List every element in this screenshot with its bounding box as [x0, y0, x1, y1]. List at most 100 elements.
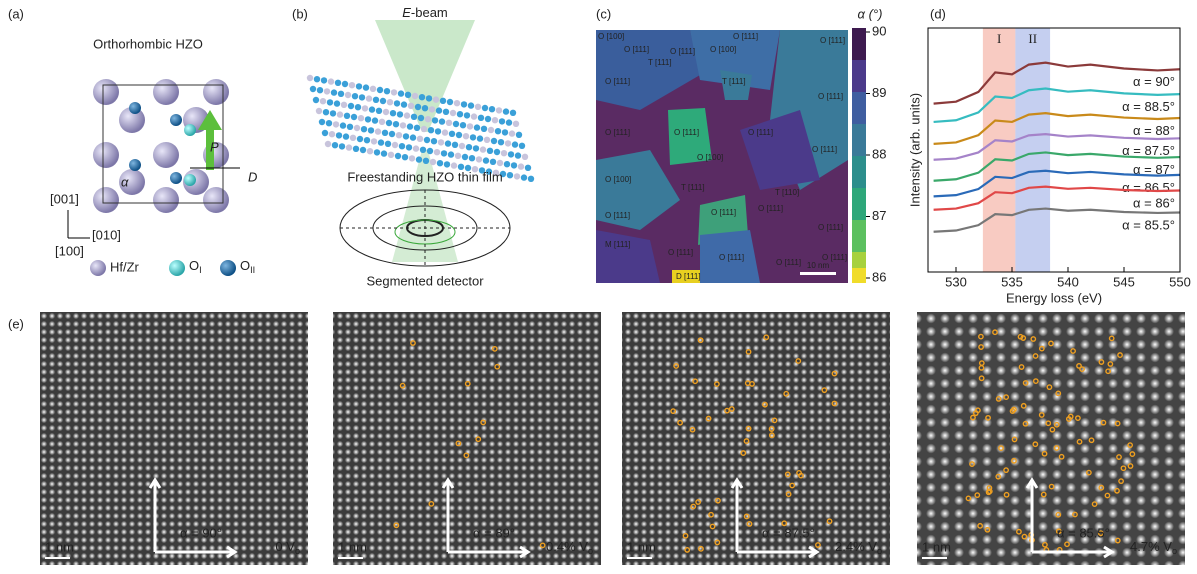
- domain-label: O [111]: [748, 128, 773, 137]
- film-atom: [423, 158, 429, 164]
- film-atom: [434, 149, 440, 155]
- legend-label: Hf/Zr: [110, 259, 140, 274]
- legend-label-sub: II: [250, 265, 255, 275]
- film-atom: [453, 121, 459, 127]
- film-atom: [450, 110, 456, 116]
- vacancy-label: 2.4% Vo: [835, 539, 882, 556]
- x-axis-label: Energy loss (eV): [1006, 290, 1102, 305]
- film-atom: [338, 91, 344, 97]
- film-atom: [440, 98, 446, 104]
- film-atom: [382, 130, 388, 136]
- film-atom: [395, 153, 401, 159]
- vacancy-label-sub: o: [588, 546, 593, 556]
- film-atom: [314, 76, 320, 82]
- film-atom: [359, 94, 365, 100]
- film-atom: [528, 176, 534, 182]
- film-atom: [329, 131, 335, 137]
- film-atom: [455, 153, 461, 159]
- domain-label: T [111]: [648, 58, 672, 67]
- film-atom: [373, 97, 379, 103]
- film-atom: [456, 132, 462, 138]
- film-atom: [463, 133, 469, 139]
- domain-label: M [111]: [605, 240, 631, 249]
- film-atom: [499, 118, 505, 124]
- film-atom: [487, 148, 493, 154]
- film-atom: [333, 121, 339, 127]
- scale-bar-label: 1 nm: [45, 539, 74, 554]
- film-atom: [341, 102, 347, 108]
- film-atom: [467, 123, 473, 129]
- film-atom: [345, 92, 351, 98]
- legend-swatch: [220, 260, 236, 276]
- film-atom: [518, 163, 524, 169]
- film-atom: [355, 104, 361, 110]
- o-ii-atom: [170, 114, 182, 126]
- film-atom: [371, 138, 377, 144]
- domain-label: O [100]: [598, 32, 624, 41]
- film-atom: [384, 88, 390, 94]
- axis-label: [010]: [92, 227, 121, 242]
- film-atom: [388, 152, 394, 158]
- film-atom: [412, 93, 418, 99]
- angle-label: α = 89°: [473, 525, 515, 540]
- film-atom: [387, 99, 393, 105]
- film-atom: [378, 139, 384, 145]
- film-atom: [439, 118, 445, 124]
- film-atom: [513, 121, 519, 127]
- film-atom: [363, 84, 369, 90]
- film-atom: [461, 101, 467, 107]
- o-ii-atom: [129, 102, 141, 114]
- crystal-structure: [68, 79, 240, 276]
- colorbar-title: α (°): [858, 6, 883, 21]
- angle-label: α = 85.5°: [1057, 525, 1110, 540]
- film-atom: [466, 144, 472, 150]
- series-label: α = 85.5°: [1122, 217, 1175, 232]
- domain-label: O [111]: [818, 92, 843, 101]
- film-atom: [457, 111, 463, 117]
- o-ii-atom: [170, 172, 182, 184]
- film-atom: [522, 154, 528, 160]
- domain-label: O [111]: [818, 223, 843, 232]
- film-atom: [510, 110, 516, 116]
- film-atom: [473, 145, 479, 151]
- film-atom: [483, 157, 489, 163]
- domain-label: O [100]: [605, 175, 631, 184]
- angle-label: α = 90°: [180, 525, 222, 540]
- hf-zr-atom: [153, 142, 179, 168]
- film-atom: [494, 149, 500, 155]
- legend-label: OII: [240, 258, 255, 275]
- film-atom: [481, 126, 487, 132]
- film-atom: [442, 129, 448, 135]
- film-atom: [492, 117, 498, 123]
- domain-label: O [100]: [710, 45, 736, 54]
- film-atom: [428, 127, 434, 133]
- film-atom: [319, 119, 325, 125]
- film-atom: [344, 113, 350, 119]
- film-atom: [462, 154, 468, 160]
- panel-label: (b): [292, 6, 308, 21]
- domain-label: O [111]: [624, 45, 649, 54]
- vacancy-label: 0.4% Vo: [546, 539, 593, 556]
- film-atom: [346, 144, 352, 150]
- hf-zr-atom: [93, 142, 119, 168]
- film-atom: [330, 110, 336, 116]
- x-tick-label: 550: [1169, 274, 1191, 289]
- film-atom: [362, 105, 368, 111]
- film-atom: [429, 106, 435, 112]
- film-atom: [364, 137, 370, 143]
- film-atom: [353, 146, 359, 152]
- panel-label: (c): [596, 6, 611, 21]
- film-atom: [447, 99, 453, 105]
- film-atom: [449, 131, 455, 137]
- film-atom: [399, 143, 405, 149]
- film-atom: [505, 140, 511, 146]
- film-atom: [436, 107, 442, 113]
- film-atom: [332, 142, 338, 148]
- film-atom: [422, 105, 428, 111]
- film-atom: [406, 144, 412, 150]
- vacancy-label-main: 0 V: [275, 539, 295, 554]
- o-i-atom: [184, 124, 196, 136]
- domain-label: O [111]: [605, 211, 630, 220]
- panel-label: (e): [8, 316, 24, 331]
- vacancy-label-sub: o: [1172, 546, 1177, 556]
